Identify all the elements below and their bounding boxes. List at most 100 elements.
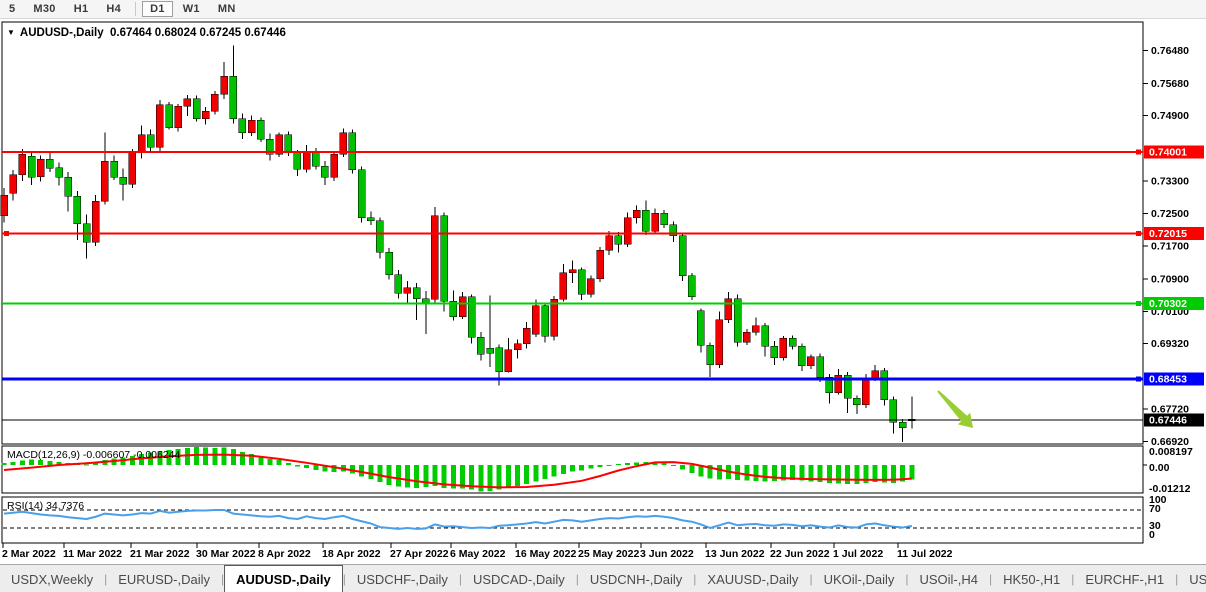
macd-histogram-bar: [652, 462, 658, 465]
timeframe-button-mn[interactable]: MN: [217, 3, 236, 15]
arrow-annotation[interactable]: [937, 390, 973, 428]
macd-histogram-bar: [313, 465, 319, 470]
timeframe-button-h4[interactable]: H4: [106, 3, 122, 15]
candle-body: [788, 337, 797, 347]
macd-histogram-bar: [799, 465, 805, 481]
macd-histogram-bar: [230, 449, 236, 465]
candle-body: [632, 209, 641, 218]
candle-body: [853, 398, 861, 406]
macd-histogram-bar: [716, 465, 722, 480]
timeframe-button-h1[interactable]: H1: [73, 3, 89, 15]
candle-body: [110, 160, 118, 178]
price-axis-label: 0.72500: [1151, 208, 1189, 220]
macd-histogram-bar: [239, 451, 245, 465]
timeframe-button-w1[interactable]: W1: [182, 3, 200, 15]
timeframe-button-m30[interactable]: M30: [33, 3, 56, 15]
candle-body: [36, 159, 45, 177]
candle-body: [73, 196, 82, 224]
date-axis-label: 22 Jun 2022: [770, 548, 830, 560]
candle-body: [238, 118, 247, 133]
macd-histogram-bar: [570, 465, 576, 472]
tab-xauusd-daily[interactable]: XAUUSD-,Daily: [707, 571, 799, 587]
macd-histogram-bar: [432, 465, 438, 487]
macd-histogram-bar: [689, 465, 695, 473]
candle-body: [587, 278, 595, 295]
candle-body: [467, 296, 476, 338]
macd-histogram-bar: [872, 465, 878, 483]
macd-histogram-bar: [56, 461, 62, 465]
candle-body: [91, 200, 100, 243]
hline-handle-0.68453[interactable]: [1136, 376, 1141, 382]
macd-histogram-bar: [460, 465, 465, 489]
candle-body: [183, 98, 192, 107]
price-axis-label: 0.66920: [1151, 436, 1189, 448]
candle-body: [871, 370, 879, 379]
candle-body: [825, 376, 834, 393]
hline-handle-0.70302[interactable]: [1136, 300, 1141, 306]
candle-body: [715, 319, 724, 366]
candle-body: [101, 160, 109, 202]
price-tag: [1144, 296, 1204, 310]
candlestick-series: [0, 45, 916, 443]
timeframe-toolbar: 5 M30 H1 H4 D1 W1 MN: [0, 0, 1206, 19]
macd-histogram-bar: [560, 465, 566, 474]
candle-body: [651, 213, 659, 232]
macd-histogram-bar: [505, 465, 511, 488]
tab-divider: |: [342, 572, 346, 586]
chart-dropdown-icon[interactable]: ▼: [7, 28, 15, 37]
macd-histogram-bar: [166, 450, 172, 465]
tab-usdchf-daily[interactable]: USDCHF-,Daily: [356, 571, 448, 587]
date-axis-label: 27 Apr 2022: [390, 548, 449, 560]
candle-body: [137, 134, 146, 154]
date-axis-label: 11 Jul 2022: [897, 548, 953, 560]
candle-body: [46, 159, 54, 169]
hline-handle-0.74001[interactable]: [1136, 149, 1141, 155]
tab-ukoil-daily[interactable]: UKOil-,Daily: [823, 571, 895, 587]
macd-histogram-bar: [450, 465, 456, 489]
hline-handle-0.72015[interactable]: [4, 230, 9, 236]
price-axis-label: 0.73300: [1151, 175, 1189, 187]
candle-body: [807, 356, 815, 366]
chart-canvas[interactable]: 0.76480 0.75680 0.74900 0.73300 0.72500 0.717…: [0, 0, 1206, 564]
macd-histogram-bar: [148, 452, 154, 465]
candle-body: [486, 348, 494, 354]
candle-body: [321, 166, 329, 178]
candle-body: [376, 220, 384, 253]
candle-body: [550, 299, 558, 337]
macd-histogram-bar: [625, 463, 631, 465]
timeframe-button-d1[interactable]: D1: [142, 1, 173, 17]
tab-usdcad-daily[interactable]: USDCAD-,Daily: [472, 571, 565, 587]
candle-body: [229, 76, 237, 119]
tab-eurusd-daily[interactable]: EURUSD-,Daily: [118, 571, 210, 587]
tab-audusd-daily[interactable]: AUDUSD-,Daily: [224, 565, 343, 592]
macd-histogram-bar: [615, 464, 621, 466]
price-axis-label: 0.74900: [1151, 110, 1189, 122]
candle-body: [412, 287, 421, 299]
hline-handle-0.72015[interactable]: [1136, 230, 1141, 236]
candle-body: [706, 344, 714, 366]
macd-histogram-bar: [597, 465, 603, 467]
tab-hk50-h1[interactable]: HK50-,H1: [1003, 571, 1061, 587]
tab-usdcnh-daily[interactable]: USDCNH-,Daily: [589, 571, 683, 587]
macd-histogram-bar: [139, 454, 145, 465]
macd-histogram-bar: [93, 462, 99, 465]
rsi-indicator-label: RSI(14) 34.7376: [7, 500, 85, 512]
candle-body: [541, 305, 549, 337]
tab-usdx-weekly[interactable]: USDX,Weekly: [11, 571, 94, 587]
tab-usoil-h4[interactable]: USOil-,H4: [1189, 571, 1206, 587]
macd-histogram-bar: [29, 459, 35, 465]
tab-eurchf-h1[interactable]: EURCHF-,H1: [1085, 571, 1165, 587]
candle-body: [697, 310, 705, 346]
date-axis-label: 11 Mar 2022: [63, 548, 122, 560]
timeframe-button-5[interactable]: 5: [9, 3, 16, 15]
tab-usoil-h4[interactable]: USOil-,H4: [919, 571, 978, 587]
candle-body: [385, 252, 393, 276]
price-tag: [1144, 145, 1204, 159]
macd-histogram-bar: [496, 465, 502, 490]
symbol-tab-bar: USDX,Weekly | EURUSD-,Daily | AUDUSD-,Daily |…: [0, 564, 1206, 592]
macd-histogram-bar: [1, 462, 7, 465]
macd-histogram-bar: [441, 465, 447, 488]
macd-histogram-bar: [249, 454, 255, 465]
macd-histogram-bar: [423, 465, 429, 487]
macd-histogram-bar: [184, 447, 190, 465]
